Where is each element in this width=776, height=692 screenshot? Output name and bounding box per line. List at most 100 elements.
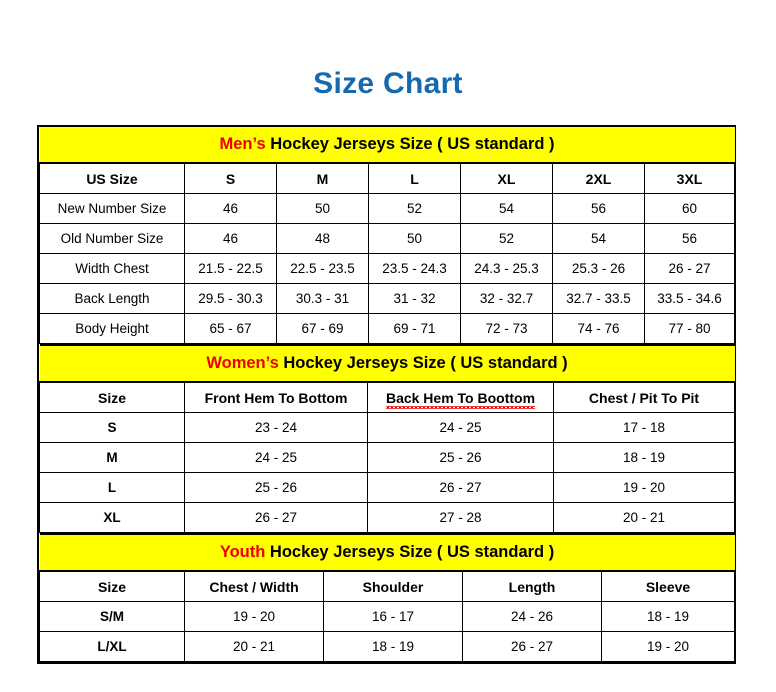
mens-cell-3-3: 32 - 32.7 xyxy=(460,283,553,314)
womens-cell-2-1: 26 - 27 xyxy=(367,472,554,503)
mens-banner-rest: Hockey Jerseys Size ( US standard ) xyxy=(265,135,555,153)
mens-col-header-1: S xyxy=(184,162,277,194)
womens-col-header-1: Front Hem To Bottom xyxy=(184,381,368,413)
mens-col-header-2: M xyxy=(276,162,369,194)
youth-cell-1-2: 26 - 27 xyxy=(462,631,602,662)
mens-section-banner: Men’s Hockey Jerseys Size ( US standard … xyxy=(39,127,735,164)
womens-col-header-2: Back Hem To Boottom xyxy=(367,381,554,413)
mens-cell-0-1: 50 xyxy=(276,193,369,224)
womens-cell-0-2: 17 - 18 xyxy=(552,412,736,443)
youth-section-banner: Youth Hockey Jerseys Size ( US standard … xyxy=(39,533,735,572)
mens-cell-2-0: 21.5 - 22.5 xyxy=(184,253,277,284)
womens-cell-3-1: 27 - 28 xyxy=(367,502,554,533)
mens-cell-0-2: 52 xyxy=(368,193,461,224)
mens-cell-1-3: 52 xyxy=(460,223,553,254)
youth-col-header-3: Length xyxy=(462,570,602,602)
youth-banner-highlight: Youth xyxy=(219,543,266,561)
table-row: XL 26 - 27 27 - 28 20 - 21 xyxy=(39,502,736,533)
mens-cell-1-2: 50 xyxy=(368,223,461,254)
youth-cell-0-1: 16 - 17 xyxy=(323,601,463,632)
youth-col-header-4: Sleeve xyxy=(600,570,736,602)
mens-cell-1-5: 56 xyxy=(643,223,736,254)
mens-cell-3-0: 29.5 - 30.3 xyxy=(184,283,277,314)
mens-cell-1-4: 54 xyxy=(552,223,645,254)
youth-cell-0-2: 24 - 26 xyxy=(462,601,602,632)
mens-cell-3-1: 30.3 - 31 xyxy=(276,283,369,314)
mens-cell-0-0: 46 xyxy=(184,193,277,224)
mens-banner-text: Men’s Hockey Jerseys Size ( US standard … xyxy=(219,135,554,153)
mens-row-label-1: Old Number Size xyxy=(39,223,185,254)
mens-row-label-2: Width Chest xyxy=(39,253,185,284)
mens-cell-3-2: 31 - 32 xyxy=(368,283,461,314)
womens-col-header-2-misspelled: Back Hem To Boottom xyxy=(385,389,536,409)
mens-cell-1-0: 46 xyxy=(184,223,277,254)
youth-col-header-1: Chest / Width xyxy=(184,570,324,602)
mens-cell-4-0: 65 - 67 xyxy=(184,313,277,344)
womens-row-label-3: XL xyxy=(39,502,185,533)
womens-cell-1-1: 25 - 26 xyxy=(367,442,554,473)
womens-row-label-1: M xyxy=(39,442,185,473)
youth-col-header-0: Size xyxy=(39,570,185,602)
table-row: L/XL 20 - 21 18 - 19 26 - 27 19 - 20 xyxy=(39,631,736,662)
womens-cell-2-0: 25 - 26 xyxy=(184,472,368,503)
table-row: L 25 - 26 26 - 27 19 - 20 xyxy=(39,472,736,503)
youth-col-header-2: Shoulder xyxy=(323,570,463,602)
womens-cell-1-2: 18 - 19 xyxy=(552,442,736,473)
youth-cell-1-1: 18 - 19 xyxy=(323,631,463,662)
table-row: Body Height 65 - 67 67 - 69 69 - 71 72 -… xyxy=(39,313,736,344)
womens-col-header-0: Size xyxy=(39,381,185,413)
mens-cell-2-2: 23.5 - 24.3 xyxy=(368,253,461,284)
table-row: Back Length 29.5 - 30.3 30.3 - 31 31 - 3… xyxy=(39,283,736,314)
mens-size-table: Men’s Hockey Jerseys Size ( US standard … xyxy=(39,127,736,344)
womens-banner-highlight: Women’s xyxy=(206,354,279,372)
mens-cell-3-4: 32.7 - 33.5 xyxy=(552,283,645,314)
mens-cell-3-5: 33.5 - 34.6 xyxy=(643,283,736,314)
youth-banner-text: Youth Hockey Jerseys Size ( US standard … xyxy=(220,543,554,561)
youth-row-label-0: S/M xyxy=(39,601,185,632)
mens-cell-2-1: 22.5 - 23.5 xyxy=(276,253,369,284)
womens-row-label-2: L xyxy=(39,472,185,503)
mens-cell-4-4: 74 - 76 xyxy=(552,313,645,344)
table-row: S 23 - 24 24 - 25 17 - 18 xyxy=(39,412,736,443)
page-title: Size Chart xyxy=(313,67,463,100)
mens-cell-4-1: 67 - 69 xyxy=(276,313,369,344)
mens-col-header-3: L xyxy=(368,162,461,194)
mens-header-row: US Size S M L XL 2XL 3XL xyxy=(39,162,736,194)
mens-col-header-0: US Size xyxy=(39,162,185,194)
womens-row-label-0: S xyxy=(39,412,185,443)
mens-banner-highlight: Men’s xyxy=(219,135,266,153)
youth-cell-0-3: 18 - 19 xyxy=(600,601,736,632)
womens-section-banner: Women’s Hockey Jerseys Size ( US standar… xyxy=(39,344,735,383)
womens-header-row: Size Front Hem To Bottom Back Hem To Boo… xyxy=(39,381,736,413)
womens-cell-3-0: 26 - 27 xyxy=(184,502,368,533)
youth-row-label-1: L/XL xyxy=(39,631,185,662)
table-row: S/M 19 - 20 16 - 17 24 - 26 18 - 19 xyxy=(39,601,736,632)
womens-cell-0-0: 23 - 24 xyxy=(184,412,368,443)
womens-size-table: Women’s Hockey Jerseys Size ( US standar… xyxy=(39,344,736,533)
mens-cell-4-3: 72 - 73 xyxy=(460,313,553,344)
youth-banner-rest: Hockey Jerseys Size ( US standard ) xyxy=(265,543,555,561)
table-row: New Number Size 46 50 52 54 56 60 xyxy=(39,193,736,224)
mens-cell-4-5: 77 - 80 xyxy=(643,313,736,344)
mens-col-header-6: 3XL xyxy=(643,162,736,194)
table-row: Width Chest 21.5 - 22.5 22.5 - 23.5 23.5… xyxy=(39,253,736,284)
mens-row-label-4: Body Height xyxy=(39,313,185,344)
womens-col-header-3: Chest / Pit To Pit xyxy=(552,381,736,413)
mens-cell-4-2: 69 - 71 xyxy=(368,313,461,344)
mens-cell-0-5: 60 xyxy=(643,193,736,224)
mens-cell-0-3: 54 xyxy=(460,193,553,224)
size-chart-table-group: Men’s Hockey Jerseys Size ( US standard … xyxy=(37,125,736,664)
youth-cell-1-0: 20 - 21 xyxy=(184,631,324,662)
mens-row-label-0: New Number Size xyxy=(39,193,185,224)
mens-col-header-4: XL xyxy=(460,162,553,194)
womens-cell-2-2: 19 - 20 xyxy=(552,472,736,503)
womens-banner-text: Women’s Hockey Jerseys Size ( US standar… xyxy=(206,354,567,372)
mens-col-header-5: 2XL xyxy=(552,162,645,194)
mens-row-label-3: Back Length xyxy=(39,283,185,314)
womens-cell-0-1: 24 - 25 xyxy=(367,412,554,443)
youth-cell-1-3: 19 - 20 xyxy=(600,631,736,662)
womens-cell-1-0: 24 - 25 xyxy=(184,442,368,473)
mens-cell-2-5: 26 - 27 xyxy=(643,253,736,284)
womens-banner-rest: Hockey Jerseys Size ( US standard ) xyxy=(278,354,568,372)
